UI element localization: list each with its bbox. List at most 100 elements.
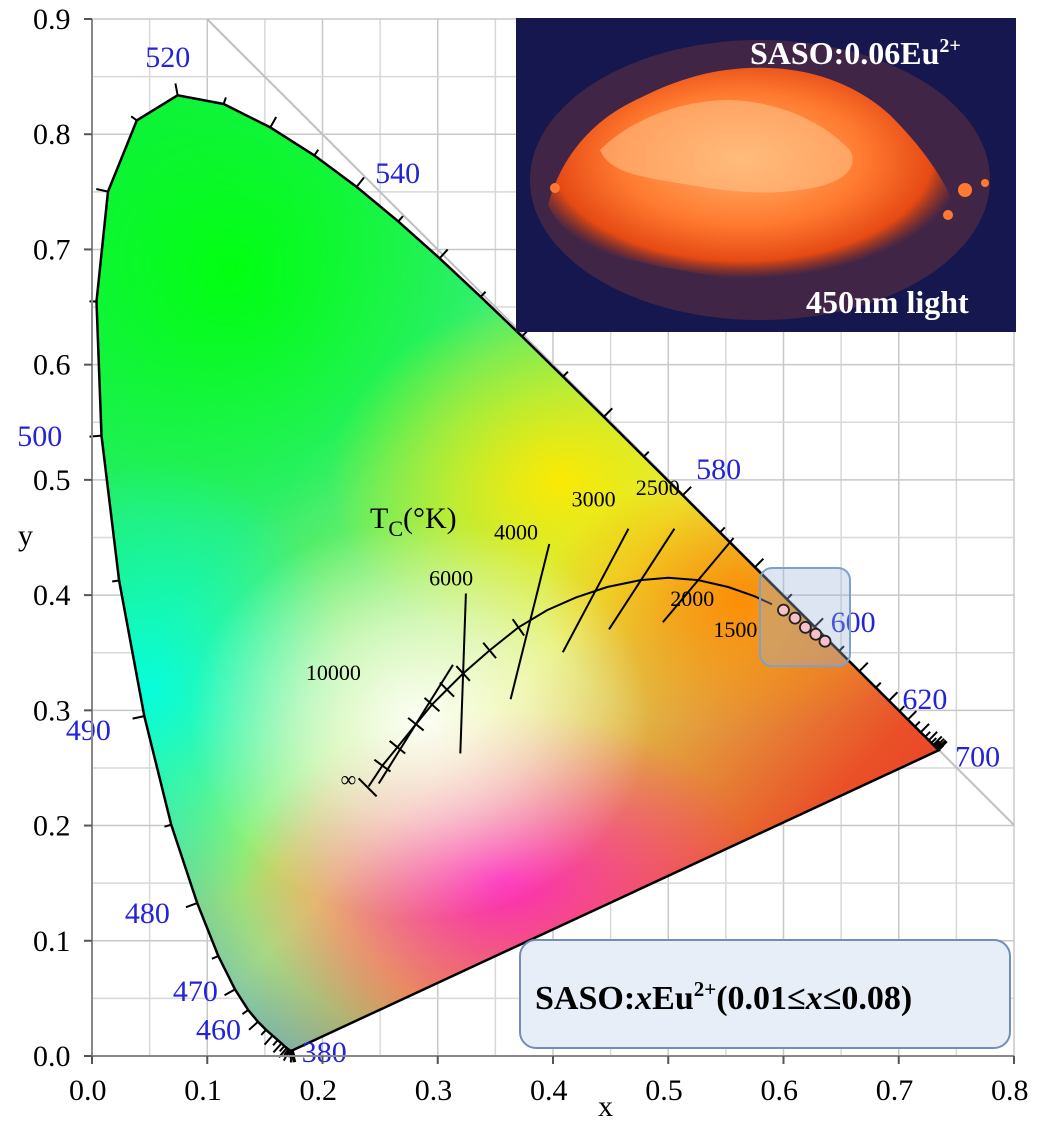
x-tick-label: 0.3 (415, 1074, 453, 1107)
x-tick-label: 0.6 (761, 1074, 799, 1107)
wavelength-label: 540 (375, 157, 420, 190)
y-tick-labels: 0.0 0.1 0.2 0.3 0.4 0.5 0.6 0.7 0.8 0.9 (33, 3, 71, 1073)
inset-photo: SASO:0.06Eu2+ 450nm light (516, 18, 1016, 332)
spectral-locus-tick (928, 731, 938, 741)
wavelength-label: 490 (66, 714, 111, 747)
spectral-locus-tick (269, 116, 278, 128)
spectral-locus-tick (930, 737, 938, 744)
spectral-locus-tick (222, 97, 227, 105)
spectral-locus-tick (924, 731, 931, 738)
x-tick-label: 0.8 (991, 1074, 1029, 1107)
data-point (798, 620, 812, 634)
spectral-locus-tick (130, 115, 138, 122)
cct-label: 10000 (306, 660, 361, 685)
cct-label: 6000 (429, 565, 473, 590)
cct-isotherm-line (608, 528, 676, 630)
cct-isotherm-line (459, 593, 467, 754)
cct-isotherm-line (509, 543, 551, 700)
planckian-locus-tick (439, 681, 455, 698)
spectral-locus-tick (211, 955, 219, 960)
legend: SASO:xEu2+(0.01≤x≤0.08) (519, 939, 1011, 1049)
cct-label: 4000 (494, 520, 538, 545)
legend-text-superscript: 2+ (694, 977, 716, 1001)
spectral-locus-tick (263, 1034, 274, 1046)
phosphor-crumb (550, 183, 560, 193)
spectral-locus-tick (355, 176, 365, 188)
x-tick-label: 0.5 (645, 1074, 683, 1107)
cct-label: 3000 (572, 487, 616, 512)
spectral-locus-tick (272, 1042, 283, 1054)
phosphor-highlight (600, 100, 853, 193)
legend-box (519, 939, 1011, 1049)
spectral-locus-tick (278, 1045, 286, 1052)
data-point (809, 627, 823, 641)
inset-caption: 450nm light (806, 284, 969, 320)
wavelength-label: 600 (831, 606, 876, 639)
spectral-locus-tick (562, 370, 569, 378)
spectral-locus-tick (272, 1039, 279, 1047)
wavelength-label: 460 (196, 1013, 241, 1046)
x-tick-label: 0.2 (300, 1074, 338, 1107)
y-tick-label: 0.0 (33, 1040, 71, 1073)
y-axis-label: y (18, 519, 33, 552)
spectral-locus-tick (397, 215, 404, 223)
planckian-locus-tick (482, 642, 497, 659)
spectral-locus-tick (858, 661, 869, 672)
spectral-locus-tick (919, 723, 930, 734)
spectral-locus-tick (174, 83, 179, 96)
wavelength-label: 620 (902, 683, 947, 716)
cct-label: ∞ (341, 766, 357, 791)
x-tick-labels: 0.0 0.1 0.2 0.3 0.4 0.5 0.6 0.7 0.8 (69, 1074, 1029, 1107)
spectral-locus-tick (224, 988, 236, 997)
y-tick-label: 0.7 (33, 233, 71, 266)
inset-title-main: SASO:0.06Eu (750, 35, 939, 71)
y-tick-label: 0.6 (33, 349, 71, 382)
planckian-locus-tick (388, 740, 406, 755)
spectral-locus-tick (838, 645, 845, 652)
spectral-locus-tick (754, 558, 765, 568)
spectral-locus-tick (719, 526, 726, 534)
spectral-locus-tick (934, 738, 945, 748)
phosphor-crumb (958, 183, 972, 197)
planckian-locus-title: TC(°K) (370, 502, 457, 541)
x-tick-label: 0.4 (530, 1074, 568, 1107)
spectral-locus-tick (898, 705, 906, 712)
legend-text-eu: Eu (652, 980, 694, 1017)
wavelength-label: 520 (145, 41, 190, 74)
spectral-locus-tick (313, 149, 320, 156)
data-point (788, 611, 802, 625)
phosphor-crumb (943, 210, 953, 220)
spectral-locus-outline (95, 93, 941, 1052)
axis-ticks (84, 18, 1015, 1064)
wavelength-label: 470 (173, 975, 218, 1008)
spectral-locus-tick (875, 681, 882, 689)
cct-label: 2000 (670, 586, 714, 611)
x-axis-label: x (598, 1090, 613, 1123)
planckian-locus-title-unit: (°K) (403, 502, 457, 535)
legend-text-range-start: (0.01≤ (716, 980, 805, 1017)
spectral-locus-tick (603, 407, 613, 418)
y-tick-label: 0.5 (33, 464, 71, 497)
inset-title-superscript: 2+ (939, 35, 960, 57)
spectral-locus-tick (813, 617, 824, 628)
wavelength-label: 700 (955, 741, 1000, 774)
spectral-locus-tick (933, 740, 941, 747)
x-tick-label: 0.7 (876, 1074, 914, 1107)
cct-isotherm-lines: ∞ 10000 6000 4000 3000 2500 2000 1500 (306, 475, 757, 798)
y-tick-label: 0.2 (33, 810, 71, 843)
spectral-locus-tick (681, 486, 692, 497)
data-point (818, 634, 832, 648)
y-tick-label: 0.1 (33, 925, 71, 958)
y-tick-label: 0.9 (33, 3, 71, 36)
x-tick-label: 0.0 (69, 1074, 107, 1107)
spectral-locus-tick (132, 715, 145, 720)
spectral-locus-tick (480, 291, 487, 298)
cct-isotherm-line (377, 664, 454, 785)
y-tick-label: 0.3 (33, 694, 71, 727)
spectral-locus-tick (643, 450, 650, 458)
legend-text-range-end: ≤0.08) (823, 980, 912, 1017)
phosphor-crumb (981, 179, 989, 187)
wavelength-label: 500 (17, 420, 62, 453)
